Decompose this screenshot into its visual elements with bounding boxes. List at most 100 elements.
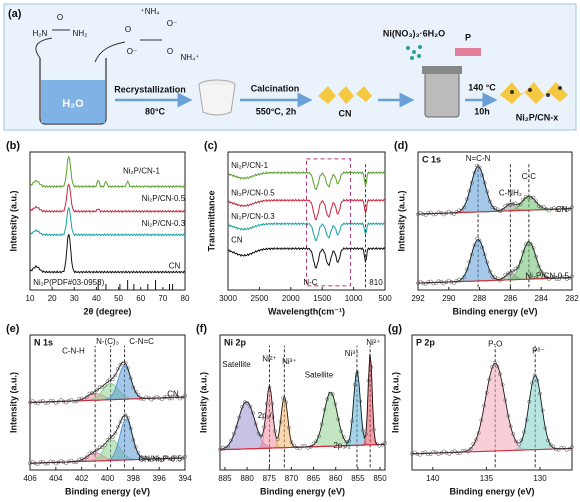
- raw-point: [534, 254, 538, 259]
- raw-point: [567, 207, 572, 211]
- panel-label: (b): [6, 140, 20, 152]
- x-tick-label: 80: [181, 294, 190, 303]
- raw-point: [325, 397, 330, 401]
- x-tick-label: 135: [480, 474, 494, 483]
- raw-point: [64, 461, 69, 466]
- raw-point: [495, 364, 500, 369]
- raw-point: [64, 400, 69, 405]
- raw-point: [428, 210, 433, 215]
- envelope: [412, 362, 572, 455]
- raw-point: [539, 269, 544, 273]
- raw-point: [459, 278, 464, 282]
- raw-point: [113, 431, 118, 435]
- raw-point: [549, 275, 554, 280]
- raw-point: [97, 385, 102, 389]
- raw-point: [159, 458, 164, 462]
- raw-point: [447, 452, 452, 456]
- x-axis-label: Wavelength(cm⁻¹): [268, 306, 345, 316]
- raw-point: [421, 212, 425, 217]
- x-tick-label: 284: [535, 294, 549, 303]
- envelope: [29, 414, 185, 464]
- raw-point: [220, 445, 225, 450]
- raw-point: [532, 373, 537, 378]
- raw-point: [471, 441, 476, 446]
- raw-point: [462, 205, 467, 210]
- raw-point: [524, 418, 529, 422]
- annotation: Ni₂P/CN-1: [123, 166, 160, 175]
- raw-point: [511, 432, 516, 436]
- raw-point: [500, 276, 505, 281]
- raw-point: [123, 413, 128, 417]
- raw-point: [529, 242, 533, 247]
- x-tick-label: 850: [373, 474, 387, 483]
- raw-point: [110, 434, 115, 439]
- raw-point: [77, 397, 81, 401]
- raw-point: [418, 452, 422, 457]
- raw-point: [464, 197, 469, 202]
- crucible: [198, 84, 236, 116]
- x-tick-label: 860: [329, 474, 343, 483]
- raw-point: [87, 451, 92, 456]
- raw-point: [87, 391, 92, 396]
- raw-point: [35, 462, 40, 467]
- raw-point: [490, 274, 495, 279]
- raw-point: [452, 449, 457, 454]
- raw-point: [103, 383, 107, 388]
- raw-point: [474, 437, 478, 442]
- raw-point: [226, 444, 231, 449]
- raw-point: [538, 391, 542, 396]
- raw-point: [426, 452, 430, 457]
- raw-point: [559, 274, 564, 279]
- raw-point: [530, 381, 534, 385]
- autoclave: [424, 71, 460, 118]
- raw-point: [41, 459, 45, 464]
- raw-point: [231, 431, 236, 436]
- raw-point: [452, 281, 456, 285]
- product: Ni₂P/CN-x: [516, 112, 559, 122]
- panel-label: (c): [204, 140, 218, 152]
- annotation: N=C-N: [466, 154, 491, 163]
- raw-point: [423, 213, 428, 217]
- raw-point: [108, 377, 112, 382]
- raw-point: [485, 189, 490, 194]
- raw-point: [490, 365, 494, 370]
- raw-point: [426, 280, 431, 284]
- raw-point: [134, 389, 138, 394]
- raw-point: [531, 246, 536, 250]
- raw-point: [516, 265, 520, 269]
- raw-point: [253, 422, 258, 426]
- raw-point: [488, 199, 492, 204]
- annotation: 2p₃/₂: [333, 441, 350, 450]
- x-tick-label: 1500: [313, 294, 331, 303]
- annotation: C-N=C: [129, 337, 154, 346]
- raw-point: [131, 438, 136, 442]
- raw-point: [449, 211, 454, 215]
- step-condition: 80°C: [145, 106, 166, 116]
- x-tick-label: 282: [565, 294, 579, 303]
- raw-point: [516, 442, 521, 447]
- raw-point: [35, 401, 40, 406]
- annotation: Pᵟ⁻: [532, 346, 545, 355]
- raw-point: [421, 281, 425, 286]
- raw-point: [431, 450, 436, 454]
- raw-point: [551, 444, 556, 449]
- raw-point: [383, 441, 387, 445]
- raw-point: [495, 207, 500, 212]
- x-tick-label: 3000: [219, 294, 237, 303]
- raw-point: [74, 460, 79, 465]
- raw-point: [534, 199, 538, 204]
- raw-point: [536, 204, 541, 208]
- raw-point: [295, 445, 299, 450]
- raw-point: [434, 212, 438, 217]
- raw-point: [535, 378, 540, 383]
- raw-point: [95, 387, 100, 392]
- x-tick-label: 865: [307, 474, 321, 483]
- raw-point: [136, 393, 141, 397]
- raw-point: [436, 279, 441, 284]
- raw-point: [457, 208, 461, 213]
- raw-point: [423, 282, 428, 286]
- raw-point: [82, 457, 87, 462]
- raw-point: [237, 415, 242, 420]
- raw-point: [344, 439, 349, 444]
- annotation: Satellite: [222, 360, 251, 369]
